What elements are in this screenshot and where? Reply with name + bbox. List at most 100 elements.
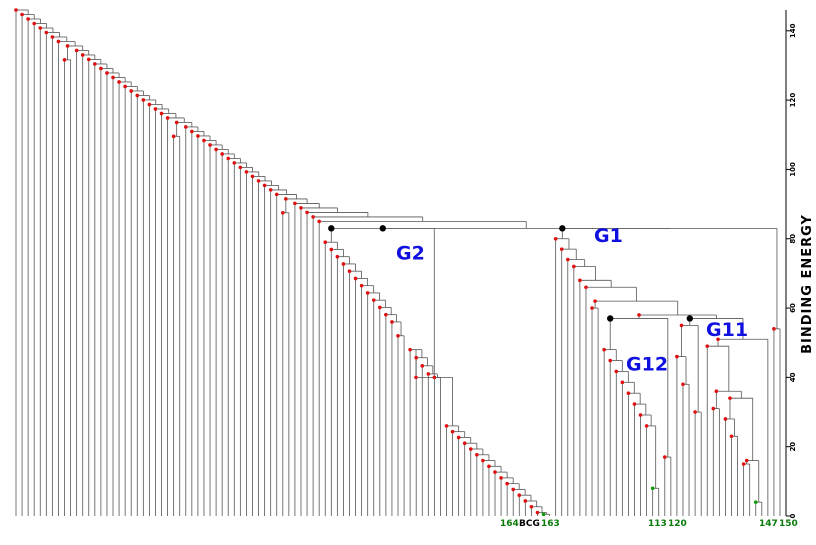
merge-node-red bbox=[80, 53, 85, 57]
merge-node-red bbox=[408, 347, 412, 352]
merge-node-red bbox=[335, 254, 340, 259]
merge-node-red bbox=[365, 291, 370, 295]
merge-node-red bbox=[65, 44, 70, 48]
merge-node-black bbox=[379, 225, 386, 232]
merge-node-red bbox=[572, 264, 576, 269]
merge-node-red bbox=[744, 458, 749, 463]
merge-node-red bbox=[371, 298, 376, 302]
merge-node-red bbox=[414, 355, 418, 360]
merge-node-red bbox=[378, 305, 382, 310]
merge-node-red bbox=[232, 161, 237, 165]
merge-node-red bbox=[384, 312, 388, 317]
merge-node-red bbox=[299, 206, 303, 210]
merge-node-red bbox=[593, 299, 597, 303]
merge-node-red bbox=[284, 197, 288, 201]
leaf-label-bcg: BCG bbox=[519, 519, 540, 529]
merge-node-green bbox=[541, 512, 546, 517]
merge-node-red bbox=[662, 455, 667, 459]
merge-node-red bbox=[208, 143, 212, 147]
merge-node-red bbox=[608, 358, 613, 363]
branches bbox=[15, 9, 781, 516]
merge-node-red bbox=[638, 413, 643, 417]
merge-node-red bbox=[772, 327, 776, 331]
y-tick-label-0: 0 bbox=[789, 513, 797, 518]
merge-node-red bbox=[578, 278, 582, 283]
y-tick-label-100: 100 bbox=[789, 162, 797, 177]
merge-node-red bbox=[99, 66, 103, 71]
merge-node-red bbox=[244, 170, 249, 174]
merge-node-red bbox=[728, 396, 732, 400]
merge-node-red bbox=[450, 429, 455, 434]
merge-node-red bbox=[129, 89, 134, 93]
merge-node-red bbox=[644, 424, 649, 428]
leaf-label-163: 163 bbox=[541, 519, 560, 529]
merge-node-red bbox=[729, 434, 734, 439]
merge-node-red bbox=[123, 84, 127, 89]
merge-node-red bbox=[414, 375, 418, 380]
merge-node-red bbox=[141, 98, 146, 102]
merge-node-red bbox=[105, 71, 109, 75]
merge-node-black bbox=[328, 225, 335, 232]
merge-node-red bbox=[420, 364, 425, 368]
merge-node-red bbox=[317, 219, 321, 224]
merge-node-red bbox=[202, 138, 206, 143]
merge-node-red bbox=[565, 257, 570, 262]
merge-node-red bbox=[711, 406, 716, 411]
merge-node-red bbox=[20, 12, 24, 17]
merge-node-black bbox=[686, 315, 694, 322]
leaf-label-113: 113 bbox=[648, 519, 667, 529]
y-tick-label-140: 140 bbox=[789, 23, 797, 38]
merge-node-red bbox=[32, 21, 36, 26]
merge-node-red bbox=[135, 93, 140, 98]
group-labels: G1 G2 G11 G12 bbox=[396, 225, 748, 375]
y-axis-label: BINDING ENERGY bbox=[800, 214, 815, 354]
merge-node-red bbox=[117, 80, 121, 84]
merge-node-red bbox=[220, 152, 224, 156]
merge-node-red bbox=[329, 247, 334, 252]
merge-node-red bbox=[511, 487, 516, 492]
merge-node-red bbox=[174, 120, 179, 125]
merge-node-red bbox=[86, 57, 91, 62]
merge-node-red bbox=[293, 201, 297, 206]
merge-node-red bbox=[390, 320, 394, 324]
merge-node-red bbox=[153, 107, 158, 111]
merge-node-red bbox=[529, 504, 534, 509]
leaf-label-120: 120 bbox=[668, 519, 687, 529]
merge-node-red bbox=[256, 179, 261, 183]
merge-node-red bbox=[716, 337, 720, 342]
merge-nodes bbox=[14, 8, 776, 517]
merge-node-red bbox=[468, 447, 473, 451]
merge-node-red bbox=[56, 39, 61, 44]
merge-node-red bbox=[481, 458, 485, 463]
merge-node-red bbox=[93, 62, 97, 66]
merge-node-red bbox=[517, 493, 522, 498]
group-label-g11: G11 bbox=[706, 319, 748, 341]
merge-node-red bbox=[614, 369, 619, 374]
merge-node-red bbox=[444, 424, 449, 428]
merge-node-red bbox=[238, 165, 243, 170]
merge-node-red bbox=[165, 116, 170, 120]
leaf-label-147: 147 bbox=[759, 519, 778, 529]
merge-node-red bbox=[347, 269, 352, 273]
merge-node-red bbox=[250, 174, 255, 179]
merge-node-red bbox=[456, 435, 461, 440]
merge-node-red bbox=[305, 210, 309, 215]
merge-node-red bbox=[632, 402, 637, 406]
merge-node-red bbox=[353, 276, 358, 281]
merge-node-red bbox=[111, 75, 115, 80]
group-label-g1: G1 bbox=[594, 225, 623, 247]
merge-node-red bbox=[741, 462, 746, 466]
merge-node-red bbox=[190, 129, 194, 134]
merge-node-red bbox=[274, 192, 279, 197]
merge-node-red bbox=[262, 183, 267, 188]
merge-node-red bbox=[226, 156, 231, 161]
leaf-label-150: 150 bbox=[779, 519, 798, 529]
merge-node-red bbox=[675, 354, 679, 359]
merge-node-red bbox=[462, 441, 467, 446]
merge-node-red bbox=[341, 262, 346, 266]
merge-node-red bbox=[493, 470, 497, 474]
merge-node-red bbox=[535, 510, 540, 515]
merge-node-red bbox=[681, 382, 685, 387]
